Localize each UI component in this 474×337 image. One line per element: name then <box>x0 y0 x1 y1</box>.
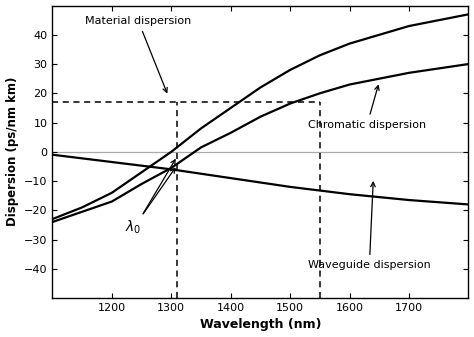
Text: Chromatic dispersion: Chromatic dispersion <box>308 86 426 130</box>
Text: Material dispersion: Material dispersion <box>85 16 191 92</box>
Text: Waveguide dispersion: Waveguide dispersion <box>308 182 431 270</box>
Y-axis label: Dispersion (ps/nm km): Dispersion (ps/nm km) <box>6 77 18 226</box>
X-axis label: Wavelength (nm): Wavelength (nm) <box>200 318 321 332</box>
Text: $\lambda_0$: $\lambda_0$ <box>125 219 141 237</box>
